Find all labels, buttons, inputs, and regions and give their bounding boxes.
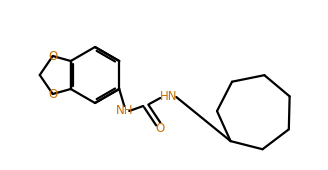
Text: O: O [48,49,57,63]
Text: NH: NH [115,105,133,117]
Text: O: O [155,123,165,135]
Text: O: O [48,88,57,100]
Text: HN: HN [159,89,177,103]
